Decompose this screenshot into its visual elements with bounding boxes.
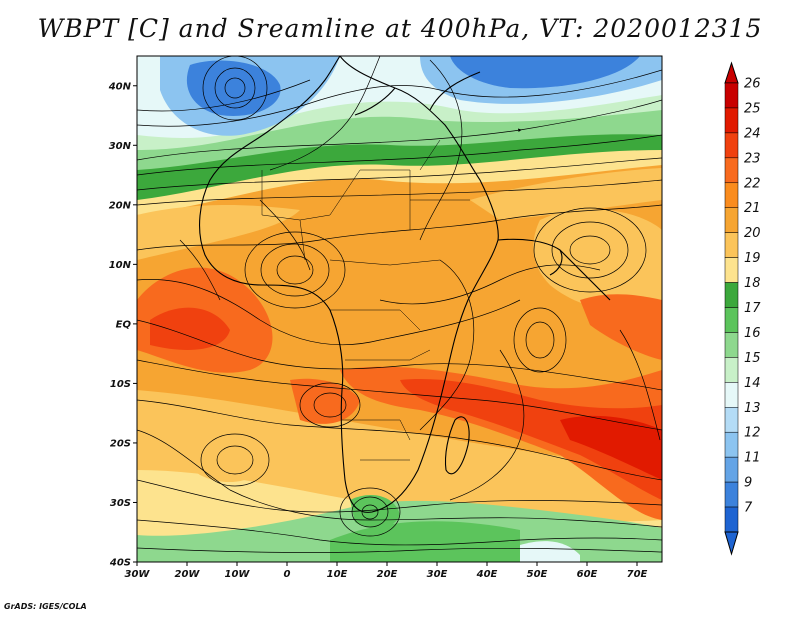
lon-tick-label: 70E [627,569,648,580]
lon-tick-label: 0 [284,569,291,580]
colorbar-label: 17 [744,301,761,316]
lat-tick-label: 20N [109,200,132,211]
latitude-axis: 40N 30N 20N 10N EQ 10S 20S 30S 40S [108,81,137,569]
colorbar-label: 11 [744,451,761,466]
colorbar-swatch [724,332,739,358]
colorbar-label: 26 [744,77,761,92]
colorbar-max-triangle [724,61,739,84]
colorbar-label: 22 [744,176,761,191]
lon-tick-label: 30W [125,569,151,580]
colorbar-label: 9 [744,476,752,491]
lon-tick-label: 10W [225,569,251,580]
colorbar-label: 13 [744,401,761,416]
lat-tick-label: 40S [109,558,131,569]
lat-tick-label: 10N [109,260,132,271]
colorbar-swatch [724,382,739,408]
colorbar-label: 21 [744,201,761,216]
colorbar-label: 15 [744,351,761,366]
colorbar-label: 18 [744,276,761,291]
colorbar-label: 20 [744,226,761,241]
colorbar-label: 12 [744,426,761,441]
lon-tick-label: 10E [327,569,348,580]
colorbar-swatch [724,157,739,184]
colorbar-swatch [724,182,739,208]
lat-tick-label: 30S [110,498,131,509]
colorbar-swatch [724,282,739,308]
colorbar-swatch [724,257,739,283]
lon-tick-label: 50E [527,569,548,580]
credit-label: GrADS: IGES/COLA [4,602,87,611]
lon-tick-label: 20W [175,569,201,580]
lat-tick-label: 30N [109,141,132,152]
colorbar-swatch [724,107,739,134]
lat-tick-label: 10S [110,379,131,390]
colorbar-label: 14 [744,376,761,391]
colorbar-swatch [724,232,739,258]
colorbar-label: 19 [744,251,761,266]
longitude-axis: 30W 20W 10W 0 10E 20E 30E 40E 50E 60E 70E [125,562,648,580]
colorbar-label: 24 [744,126,761,141]
wbpt-field [137,56,662,562]
colorbar-swatch [724,307,739,333]
colorbar-swatch [724,431,739,458]
lon-tick-label: 40E [476,569,498,580]
lon-tick-label: 20E [377,569,398,580]
map-frame [136,55,663,563]
colorbar-min-triangle [724,531,739,556]
colorbar-swatch [724,481,739,508]
coastline [199,56,611,513]
colorbar-swatch [724,207,739,233]
colorbar-swatch [724,82,739,109]
colorbar-label: 25 [744,101,761,116]
colorbar-swatch [724,506,739,533]
lat-tick-label: EQ [116,319,132,330]
lon-tick-label: 60E [577,569,598,580]
streamlines [137,56,662,553]
colorbar-label: 23 [744,151,761,166]
colorbar-swatch [724,456,739,483]
country-borders [261,139,470,461]
lat-tick-label: 40N [108,81,132,92]
lat-tick-label: 20S [110,438,131,449]
colorbar-swatch [724,407,739,433]
colorbar-swatch [724,132,739,159]
lon-tick-label: 30E [427,569,448,580]
colorbar-label: 7 [744,501,753,516]
map-title: WBPT [C] and Sreamline at 400hPa, VT: 20… [37,14,763,43]
colorbar-swatch [724,357,739,383]
colorbar-label: 16 [744,326,761,341]
colorbar: 26 25 24 23 22 21 20 19 18 17 16 15 14 13 12 11 9 7 [724,61,761,556]
